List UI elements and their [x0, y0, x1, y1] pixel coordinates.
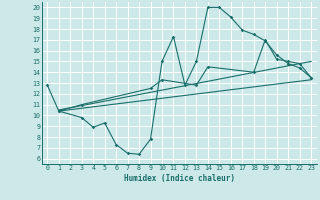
X-axis label: Humidex (Indice chaleur): Humidex (Indice chaleur) [124, 174, 235, 183]
